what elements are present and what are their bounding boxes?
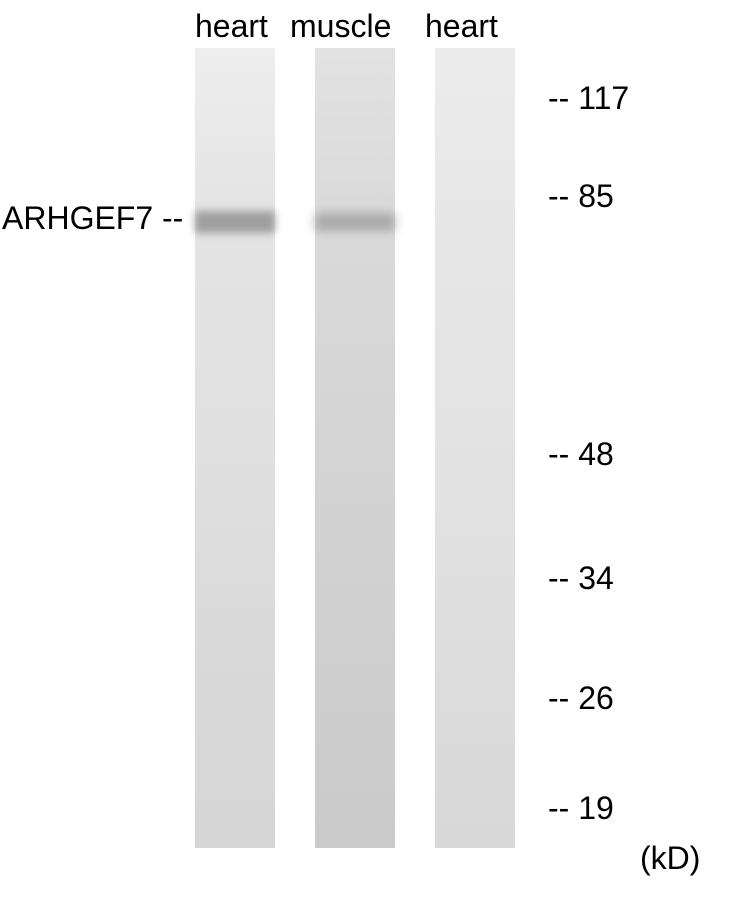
marker-117: -- 117 bbox=[548, 80, 629, 117]
lane-3 bbox=[435, 48, 515, 848]
lane-3-bg bbox=[435, 48, 515, 848]
marker-48: -- 48 bbox=[548, 436, 614, 473]
marker-26: -- 26 bbox=[548, 680, 614, 717]
marker-34: -- 34 bbox=[548, 560, 614, 597]
lane-label-text: muscle bbox=[290, 8, 391, 44]
marker-text: -- 117 bbox=[548, 80, 629, 116]
protein-tick-text: -- bbox=[162, 200, 183, 236]
marker-85: -- 85 bbox=[548, 178, 614, 215]
lane-1 bbox=[195, 48, 275, 848]
lane-label-text: heart bbox=[195, 8, 268, 44]
lane-2-band bbox=[315, 213, 395, 231]
marker-text: -- 34 bbox=[548, 560, 614, 596]
protein-label: ARHGEF7 bbox=[2, 200, 153, 237]
marker-19: -- 19 bbox=[548, 790, 614, 827]
marker-text: -- 85 bbox=[548, 178, 614, 214]
marker-text: -- 26 bbox=[548, 680, 614, 716]
protein-name: ARHGEF7 bbox=[2, 200, 153, 236]
lane-1-bg bbox=[195, 48, 275, 848]
unit-text: (kD) bbox=[640, 840, 700, 876]
lane-label-2: muscle bbox=[290, 8, 391, 45]
lane-label-3: heart bbox=[425, 8, 498, 45]
lane-2 bbox=[315, 48, 395, 848]
unit-label: (kD) bbox=[640, 840, 700, 877]
lane-1-band bbox=[195, 211, 275, 233]
protein-tick: -- bbox=[162, 200, 183, 237]
lane-label-1: heart bbox=[195, 8, 268, 45]
lane-2-bg bbox=[315, 48, 395, 848]
marker-text: -- 19 bbox=[548, 790, 614, 826]
western-blot-figure: ARHGEF7 -- heart muscle heart -- 117 -- … bbox=[0, 0, 751, 900]
lane-label-text: heart bbox=[425, 8, 498, 44]
marker-text: -- 48 bbox=[548, 436, 614, 472]
